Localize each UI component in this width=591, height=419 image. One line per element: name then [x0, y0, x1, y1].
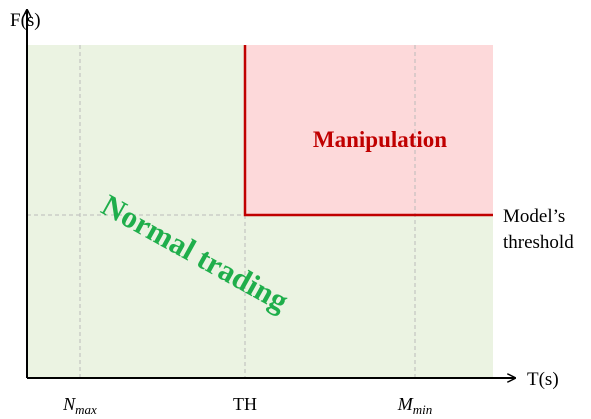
threshold-label: Model’s	[503, 206, 565, 227]
manipulation-region	[245, 45, 493, 215]
y-axis-label: F(s)	[10, 10, 41, 31]
threshold-label: threshold	[503, 232, 574, 253]
x-marker: Mmin	[397, 394, 433, 417]
threshold-line	[243, 45, 493, 217]
manipulation-label: Manipulation	[313, 127, 447, 152]
x-axis-label: T(s)	[527, 369, 559, 390]
x-marker: Nmax	[62, 394, 97, 417]
x-marker: TH	[233, 394, 257, 414]
guides	[27, 45, 416, 378]
